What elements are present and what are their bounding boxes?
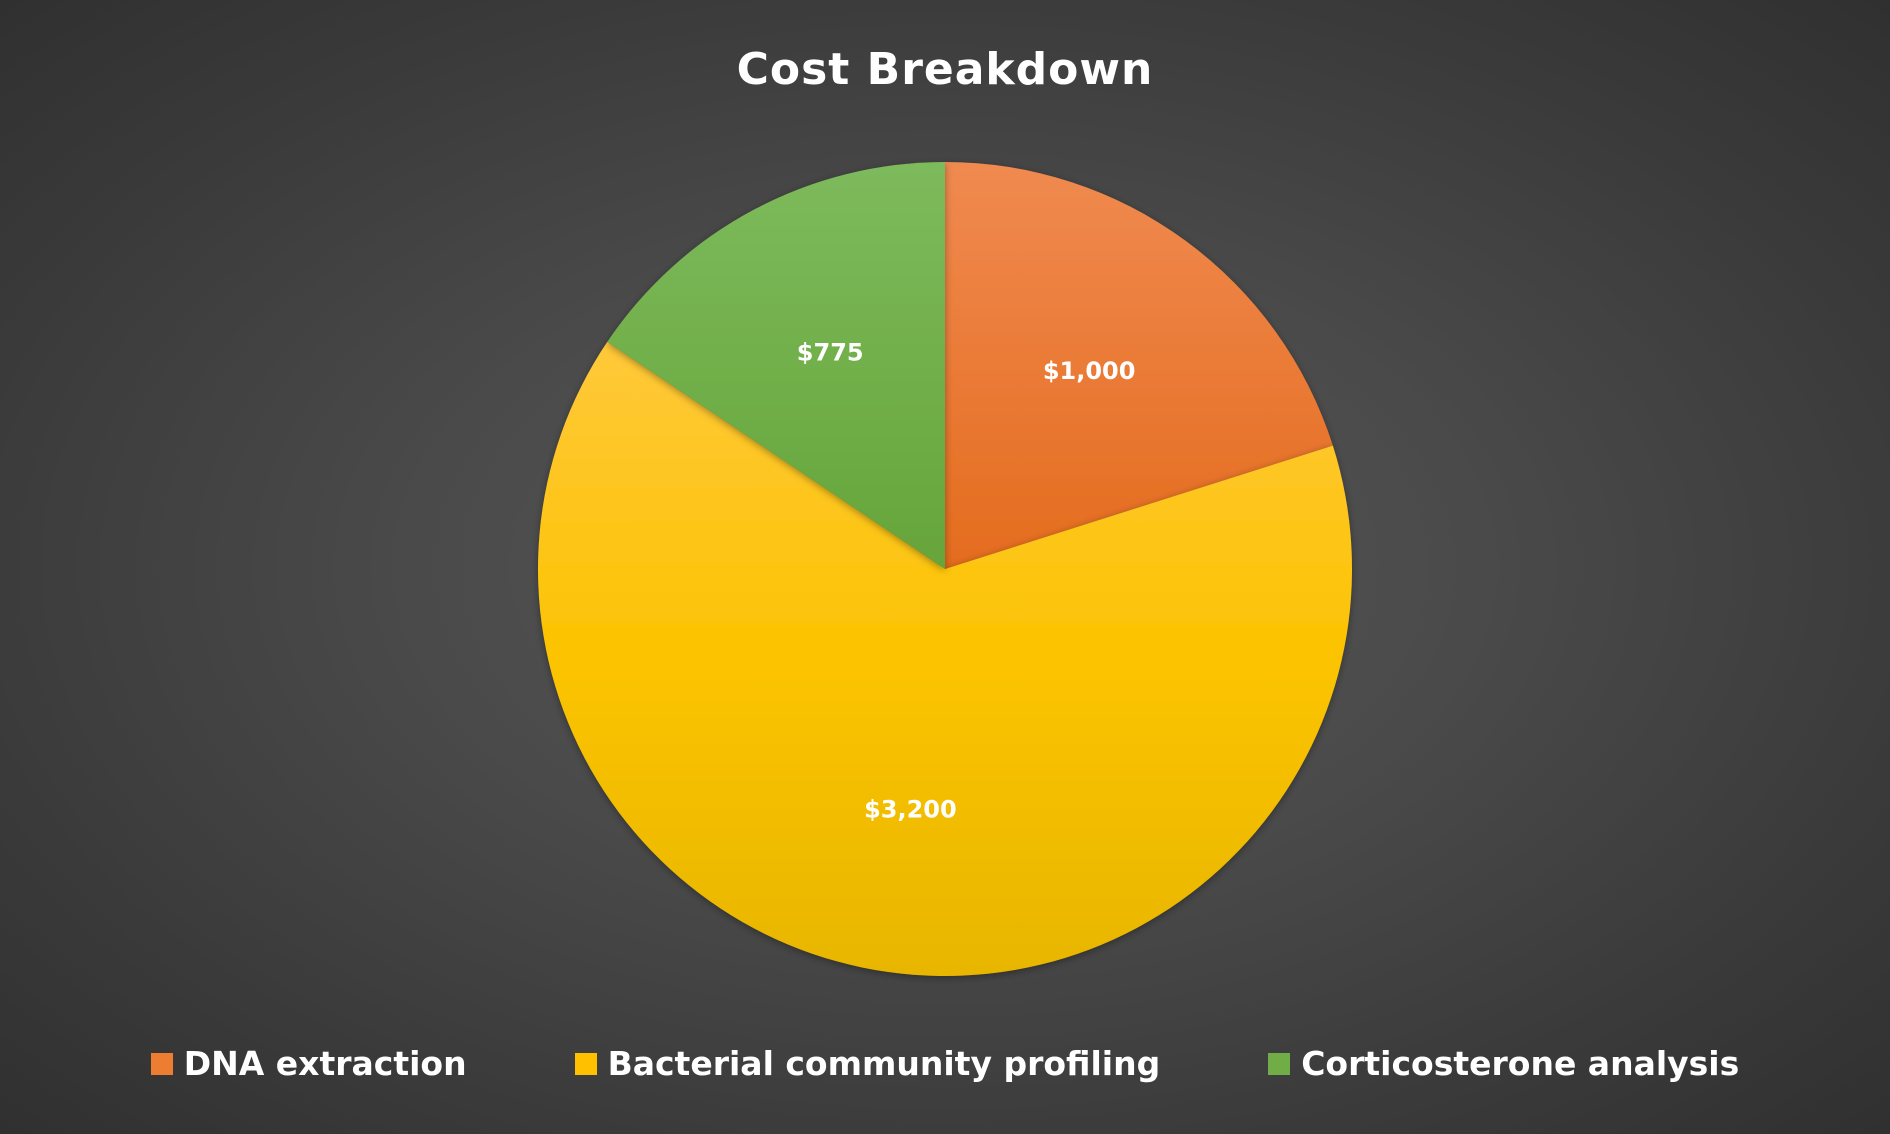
legend-item: Bacterial community profiling	[574, 1044, 1161, 1083]
data-label: $1,000	[1043, 357, 1136, 385]
pie-slices	[537, 162, 1352, 976]
legend-item: DNA extraction	[150, 1044, 467, 1083]
chart-title: Cost Breakdown	[736, 44, 1154, 95]
data-label: $775	[797, 338, 864, 366]
pie-slice-corticosterone-analysis	[607, 162, 945, 569]
legend-swatch	[1268, 1052, 1291, 1075]
legend-swatch	[150, 1052, 173, 1075]
pie-data-labels: $1,000 $3,200 $775	[797, 338, 1136, 823]
pie-slice-dna-extraction	[945, 162, 1333, 569]
legend-item: Corticosterone analysis	[1268, 1044, 1739, 1083]
legend-label: Corticosterone analysis	[1301, 1044, 1740, 1083]
legend-label: DNA extraction	[183, 1044, 467, 1083]
legend-label: Bacterial community profiling	[607, 1044, 1161, 1083]
legend: DNA extraction Bacterial community profil…	[0, 1044, 1890, 1083]
pie-slice-bacterial-community-profiling	[537, 341, 1352, 976]
legend-swatch	[574, 1052, 597, 1075]
data-label: $3,200	[864, 796, 957, 824]
